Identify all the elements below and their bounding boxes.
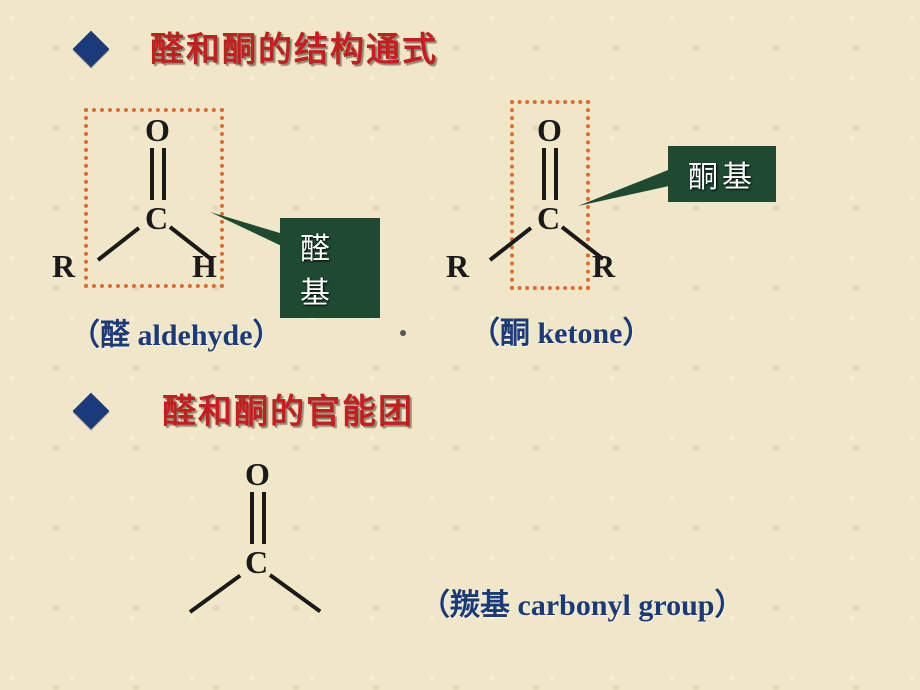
ketone-structure: O C R R 酮基 [450,100,790,330]
heading-functional-group: 醛和酮的官能团 [162,384,414,433]
carbonyl-bond-right [269,573,322,613]
ketone-callout-tail [578,166,678,216]
ketone-callout: 酮基 [668,146,776,202]
bullet-diamond [73,31,110,68]
aldehyde-structure: O C R H 醛基 [40,100,380,330]
ketone-r2: R [592,248,615,285]
ketone-callout-text: 酮基 [688,161,756,194]
carbonyl-structure: O C [150,450,390,650]
ketone-c: C [537,200,560,237]
aldehyde-double-bond-2 [162,148,166,200]
ketone-r1: R [446,248,469,285]
aldehyde-callout: 醛基 [280,218,380,318]
center-dot [400,330,406,336]
carbonyl-o: O [245,456,270,493]
ketone-caption: （酮 ketone） [470,308,653,352]
aldehyde-o: O [145,112,170,149]
carbonyl-caption: （羰基 carbonyl group） [420,580,744,624]
carbonyl-double-bond-1 [250,492,254,544]
bullet-diamond-2 [73,393,110,430]
aldehyde-callout-text: 醛基 [300,233,334,310]
ketone-o: O [537,112,562,149]
aldehyde-c: C [145,200,168,237]
ketone-double-bond-1 [542,148,546,200]
aldehyde-double-bond-1 [150,148,154,200]
aldehyde-r: R [52,248,75,285]
ketone-double-bond-2 [554,148,558,200]
aldehyde-callout-tail [210,200,290,260]
aldehyde-caption: （醛 aldehyde） [70,310,283,354]
heading-structures: 醛和酮的结构通式 [150,22,438,71]
carbonyl-double-bond-2 [262,492,266,544]
carbonyl-c: C [245,544,268,581]
carbonyl-bond-left [189,574,242,614]
